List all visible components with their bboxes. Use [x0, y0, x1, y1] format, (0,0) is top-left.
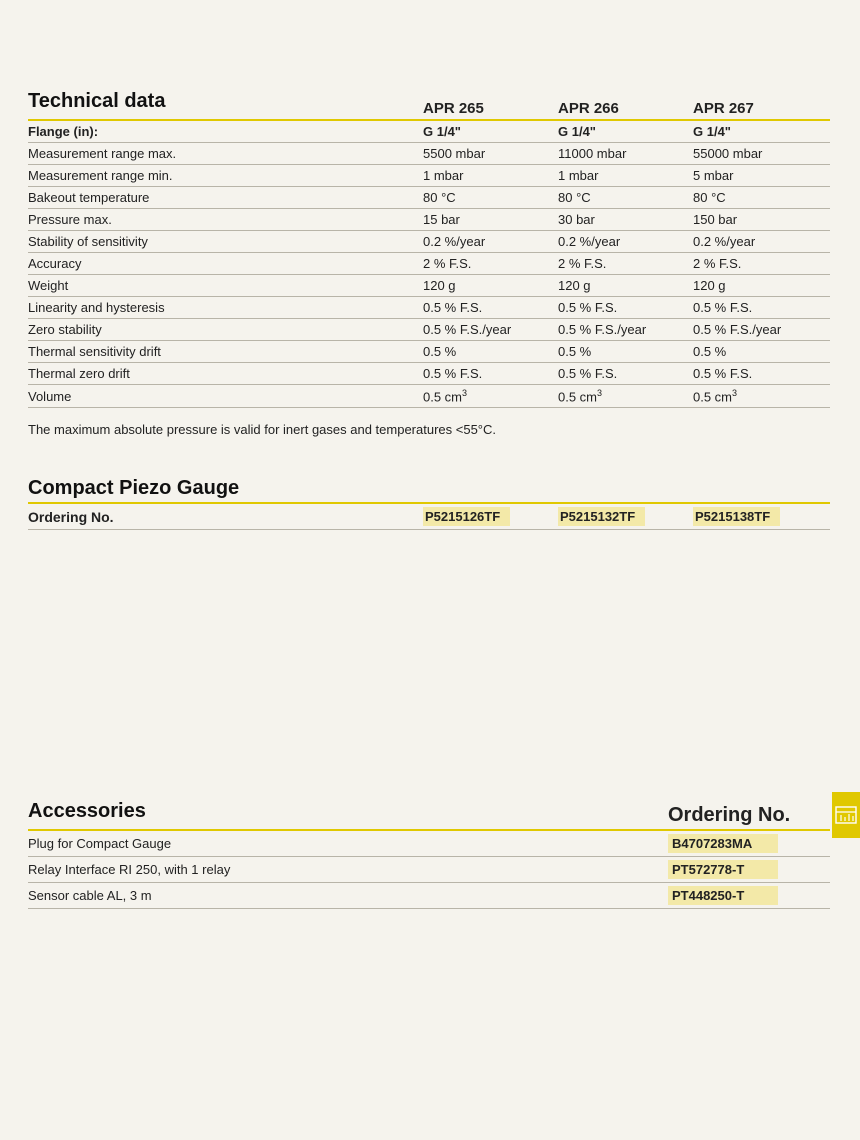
row-label: Volume: [28, 389, 423, 404]
cell: 0.2 %/year: [423, 234, 558, 249]
accessory-code: PT448250-T: [668, 886, 778, 905]
cell: 1 mbar: [558, 168, 693, 183]
accessory-code: B4707283MA: [668, 834, 778, 853]
col-header-0: APR 265: [423, 100, 558, 117]
cell: 0.5 % F.S.: [558, 300, 693, 315]
cell: 2 % F.S.: [423, 256, 558, 271]
table-row: Thermal sensitivity drift0.5 %0.5 %0.5 %: [28, 341, 830, 363]
cell: 80 °C: [423, 190, 558, 205]
cell: 55000 mbar: [693, 146, 828, 161]
accessory-row: Plug for Compact GaugeB4707283MA: [28, 831, 830, 857]
technical-header-row: Technical data APR 265 APR 266 APR 267: [28, 90, 830, 121]
cell: G 1/4": [693, 124, 828, 139]
table-row: Weight120 g120 g120 g: [28, 275, 830, 297]
side-tab-icon: [832, 792, 860, 838]
piezo-code-0: P5215126TF: [423, 507, 558, 526]
row-label: Measurement range min.: [28, 168, 423, 183]
table-row: Accuracy2 % F.S.2 % F.S.2 % F.S.: [28, 253, 830, 275]
table-row: Zero stability0.5 % F.S./year0.5 % F.S./…: [28, 319, 830, 341]
cell: 0.5 % F.S./year: [558, 322, 693, 337]
row-label: Thermal sensitivity drift: [28, 344, 423, 359]
technical-title: Technical data: [28, 90, 423, 117]
row-label: Weight: [28, 278, 423, 293]
col-header-2: APR 267: [693, 100, 828, 117]
row-label: Pressure max.: [28, 212, 423, 227]
cell: 0.5 %: [693, 344, 828, 359]
table-row: Bakeout temperature80 °C80 °C80 °C: [28, 187, 830, 209]
table-row: Linearity and hysteresis0.5 % F.S.0.5 % …: [28, 297, 830, 319]
accessory-label: Relay Interface RI 250, with 1 relay: [28, 862, 668, 877]
piezo-section: Compact Piezo Gauge Ordering No. P521512…: [28, 477, 830, 530]
col-header-1: APR 266: [558, 100, 693, 117]
row-label: Accuracy: [28, 256, 423, 271]
technical-footnote: The maximum absolute pressure is valid f…: [28, 422, 830, 437]
table-row: Pressure max.15 bar30 bar150 bar: [28, 209, 830, 231]
cell: 0.5 % F.S./year: [423, 322, 558, 337]
table-row: Measurement range min.1 mbar1 mbar5 mbar: [28, 165, 830, 187]
accessory-code: PT572778-T: [668, 860, 778, 879]
cell: 80 °C: [558, 190, 693, 205]
technical-data-section: Technical data APR 265 APR 266 APR 267 F…: [28, 90, 830, 437]
accessory-row: Relay Interface RI 250, with 1 relayPT57…: [28, 857, 830, 883]
table-row: Flange (in):G 1/4"G 1/4"G 1/4": [28, 121, 830, 143]
accessories-title: Accessories: [28, 800, 668, 827]
cell: 0.5 cm3: [423, 388, 558, 404]
cell: 0.5 % F.S.: [693, 300, 828, 315]
piezo-code-1: P5215132TF: [558, 507, 693, 526]
cell: 15 bar: [423, 212, 558, 227]
accessory-row: Sensor cable AL, 3 mPT448250-T: [28, 883, 830, 909]
cell: G 1/4": [423, 124, 558, 139]
row-label: Linearity and hysteresis: [28, 300, 423, 315]
cell: 120 g: [693, 278, 828, 293]
cell: 80 °C: [693, 190, 828, 205]
table-row: Measurement range max.5500 mbar11000 mba…: [28, 143, 830, 165]
row-label: Zero stability: [28, 322, 423, 337]
cell: 0.5 cm3: [558, 388, 693, 404]
cell: 0.5 % F.S.: [693, 366, 828, 381]
cell: 11000 mbar: [558, 146, 693, 161]
accessories-header: Accessories Ordering No.: [28, 800, 830, 831]
cell: 0.5 % F.S.: [423, 300, 558, 315]
cell: 1 mbar: [423, 168, 558, 183]
cell: 2 % F.S.: [558, 256, 693, 271]
row-label: Measurement range max.: [28, 146, 423, 161]
row-label: Stability of sensitivity: [28, 234, 423, 249]
cell: G 1/4": [558, 124, 693, 139]
cell: 0.2 %/year: [558, 234, 693, 249]
cell: 0.5 cm3: [693, 388, 828, 404]
piezo-ordering-label: Ordering No.: [28, 509, 423, 525]
piezo-ordering-row: Ordering No. P5215126TF P5215132TF P5215…: [28, 504, 830, 530]
accessory-label: Plug for Compact Gauge: [28, 836, 668, 851]
row-label: Flange (in):: [28, 124, 423, 139]
accessories-ordering-title: Ordering No.: [668, 804, 790, 827]
cell: 0.2 %/year: [693, 234, 828, 249]
cell: 0.5 %: [558, 344, 693, 359]
row-label: Bakeout temperature: [28, 190, 423, 205]
piezo-code-2: P5215138TF: [693, 507, 828, 526]
cell: 5 mbar: [693, 168, 828, 183]
accessories-section: Accessories Ordering No. Plug for Compac…: [28, 800, 830, 909]
cell: 150 bar: [693, 212, 828, 227]
cell: 5500 mbar: [423, 146, 558, 161]
row-label: Thermal zero drift: [28, 366, 423, 381]
cell: 0.5 % F.S.: [423, 366, 558, 381]
cell: 2 % F.S.: [693, 256, 828, 271]
table-row: Stability of sensitivity0.2 %/year0.2 %/…: [28, 231, 830, 253]
cell: 120 g: [558, 278, 693, 293]
cell: 0.5 %: [423, 344, 558, 359]
table-row: Volume0.5 cm30.5 cm30.5 cm3: [28, 385, 830, 408]
cell: 120 g: [423, 278, 558, 293]
table-row: Thermal zero drift0.5 % F.S.0.5 % F.S.0.…: [28, 363, 830, 385]
cell: 0.5 % F.S.: [558, 366, 693, 381]
piezo-title: Compact Piezo Gauge: [28, 477, 830, 504]
cell: 30 bar: [558, 212, 693, 227]
accessory-label: Sensor cable AL, 3 m: [28, 888, 668, 903]
cell: 0.5 % F.S./year: [693, 322, 828, 337]
